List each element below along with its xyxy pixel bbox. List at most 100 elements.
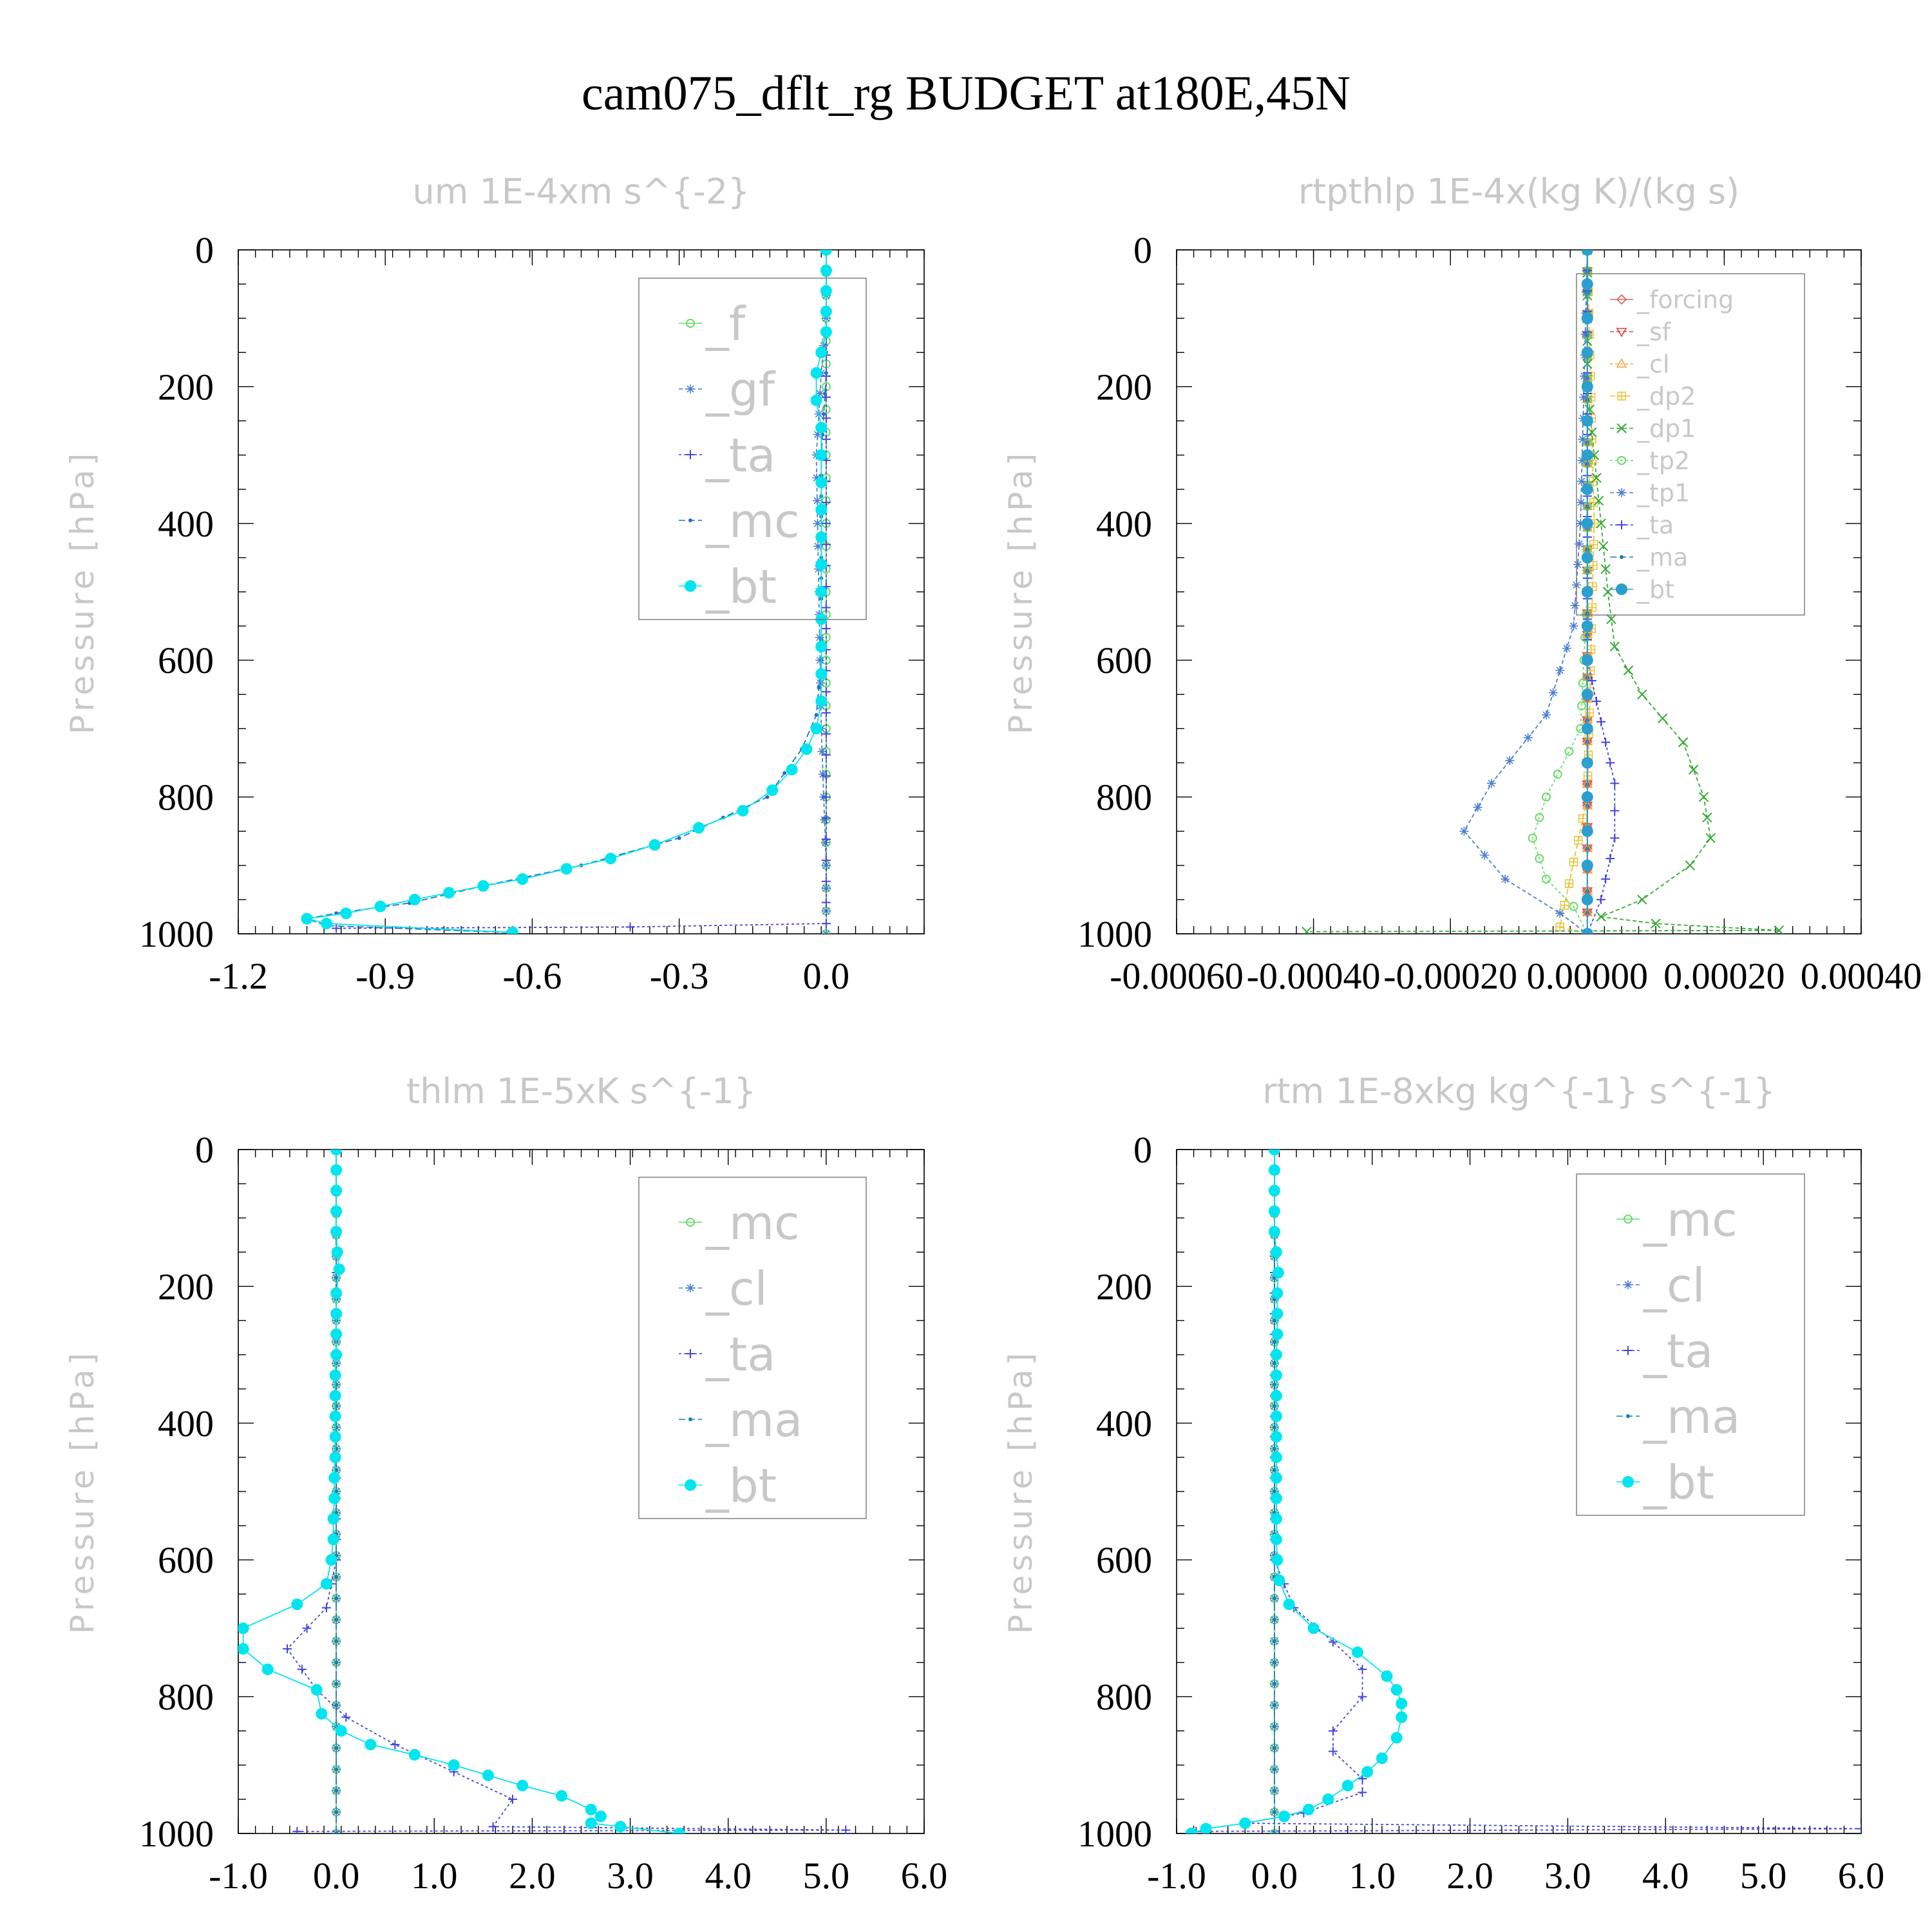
series-gf-point: [821, 929, 831, 934]
series-ma-point: [334, 1681, 339, 1686]
legend-marker-point: [1617, 520, 1626, 529]
y-tick-label: 0: [195, 229, 214, 271]
series-bt-point: [594, 1810, 607, 1823]
series-dp1-point: [1678, 737, 1689, 748]
series-line: [242, 1150, 679, 1833]
series-bt-point: [1581, 791, 1593, 803]
x-tick-label: 2.0: [509, 1855, 556, 1897]
series-tp1-point: [1577, 455, 1587, 465]
plot-area: [1185, 1150, 1861, 1833]
series-bt-point: [820, 250, 832, 256]
series-bt-point: [1271, 1307, 1283, 1320]
series-tp2-point: [1542, 875, 1551, 884]
series-dp1-point: [1587, 427, 1597, 437]
series-ma-point: [334, 1490, 339, 1493]
series-gf-point: [815, 678, 825, 688]
legend-item: _mc: [679, 494, 800, 548]
series-bt-point: [786, 764, 798, 776]
series-ma-point: [334, 1660, 339, 1665]
y-tick-label: 400: [158, 1403, 214, 1444]
series-ta-point: [821, 750, 831, 760]
y-tick-label: 1000: [1077, 913, 1152, 955]
series-bt-point: [1283, 1598, 1295, 1611]
series-tp1-point: [1575, 539, 1584, 549]
series-dp2-point: [1578, 814, 1587, 823]
series-bt-point: [310, 1683, 323, 1696]
series-dp1-point: [1600, 564, 1611, 574]
legend-item: _ma: [679, 1393, 802, 1447]
y-tick-label: 1000: [139, 1813, 214, 1855]
series-bt-point: [320, 1578, 332, 1590]
series-bt-point: [330, 1349, 343, 1361]
series-ta-point: [1857, 1824, 1861, 1833]
tick-marks: [1176, 1149, 1862, 1834]
legend-marker-point: [1617, 456, 1626, 465]
series-ta-point: [1605, 758, 1615, 768]
legend-marker-point: [686, 450, 695, 459]
series-ta-point: [821, 498, 831, 507]
series-ta-point: [1358, 1665, 1367, 1674]
y-axis-label: Pressure [hPa]: [64, 1349, 101, 1634]
series-ta-point: [390, 1739, 400, 1749]
series-gf-point: [815, 632, 824, 642]
legend-label: _mc: [1643, 1193, 1738, 1247]
series-tp1-point: [1577, 477, 1586, 486]
series-ta-point: [332, 923, 341, 933]
series-bt-point: [507, 926, 518, 934]
series-dp2-point: [1560, 901, 1569, 910]
series-mc-point: [677, 836, 681, 840]
series-ta-point: [1610, 833, 1620, 843]
series-bt-point: [325, 1554, 337, 1566]
series-ma-point: [334, 1639, 339, 1643]
series-gf-point: [813, 518, 822, 528]
legend-label: _ta: [1643, 1324, 1713, 1378]
series-ma-point: [1272, 1639, 1276, 1643]
legend-label: _forcing: [1636, 286, 1734, 314]
series-ta-point: [821, 919, 831, 929]
series-ta-point: [1591, 696, 1601, 706]
series-ta-point: [1610, 779, 1620, 788]
series-bt-point: [1239, 1817, 1251, 1830]
y-tick-label: 1000: [1077, 1813, 1152, 1855]
series-dp2-point: [1573, 836, 1583, 845]
series-bt-point: [1271, 1287, 1283, 1300]
legend-marker-point: [1616, 583, 1627, 595]
legend-item: _bt: [679, 1459, 777, 1513]
series-bt-point: [291, 1598, 303, 1611]
series-ma-point: [1272, 1767, 1276, 1772]
y-tick-label: 800: [158, 777, 214, 819]
series-ta-point: [488, 1822, 498, 1832]
series-tp2-point: [1580, 632, 1590, 642]
series-line: [286, 1150, 846, 1832]
series-ma-point: [1272, 1596, 1276, 1600]
series-ta-point: [821, 771, 831, 781]
series-tp1-point: [1576, 498, 1586, 507]
series-mc-point: [817, 685, 821, 690]
series-bt-point: [330, 1184, 343, 1197]
legend-marker-point: [685, 1479, 696, 1491]
series-ta-point: [821, 729, 831, 739]
legend-label: _dp2: [1636, 383, 1696, 411]
series-bt-point: [1307, 1622, 1320, 1634]
x-tick-label: -1.2: [209, 955, 268, 997]
series-bt-point: [1581, 415, 1593, 427]
series-ta-point: [821, 435, 831, 444]
series-ma-point: [334, 1767, 339, 1772]
series-ta-point: [1610, 806, 1620, 815]
series-bt-point: [1581, 825, 1593, 837]
legend-label: _ta: [1636, 511, 1674, 540]
series-bt-point: [1303, 1803, 1315, 1815]
series-ta-point: [625, 922, 635, 932]
x-tick-label: 5.0: [1740, 1855, 1787, 1897]
legend-item: _mc: [679, 1196, 800, 1250]
x-tick-label: -1.0: [1147, 1855, 1206, 1897]
series-dp1-point: [1698, 791, 1709, 802]
series-bt-point: [815, 477, 828, 489]
series-ta-point: [821, 540, 831, 549]
series-bt-point: [1268, 1184, 1280, 1197]
series-bt-point: [815, 422, 828, 434]
series-ta-point: [283, 1644, 292, 1654]
series-ta-point: [292, 1826, 302, 1833]
series-mc-point: [822, 392, 827, 396]
legend-marker-point: [1617, 392, 1626, 401]
